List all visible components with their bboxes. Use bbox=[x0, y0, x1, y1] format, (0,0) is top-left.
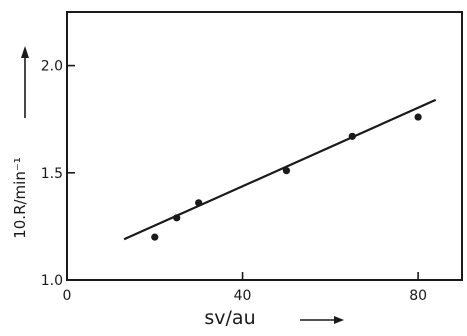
fit-line bbox=[123, 98, 437, 241]
data-point bbox=[348, 132, 356, 140]
y-axis-ticks: 1.0 1.5 2.0 bbox=[41, 59, 75, 289]
plot-frame bbox=[66, 11, 463, 281]
y-axis-label: 10.R/min⁻¹ bbox=[11, 157, 29, 239]
y-tick-label: 1.5 bbox=[41, 166, 63, 182]
x-axis-label: sv/au bbox=[204, 307, 255, 329]
data-point bbox=[195, 199, 203, 207]
x-tick-label: 40 bbox=[234, 288, 252, 304]
data-point bbox=[173, 214, 181, 222]
data-point bbox=[282, 167, 291, 175]
y-tick-label: 1.0 bbox=[41, 273, 63, 289]
data-point bbox=[414, 113, 422, 121]
data-points bbox=[151, 113, 422, 241]
x-tick-label: 0 bbox=[63, 288, 72, 304]
x-tick-label: 80 bbox=[409, 288, 427, 304]
x-axis-ticks: 0 40 80 bbox=[63, 272, 427, 304]
data-point bbox=[151, 233, 159, 241]
y-axis-arrow-icon bbox=[21, 46, 29, 118]
y-tick-label: 2.0 bbox=[41, 59, 63, 75]
x-axis-arrow-icon bbox=[300, 316, 344, 324]
